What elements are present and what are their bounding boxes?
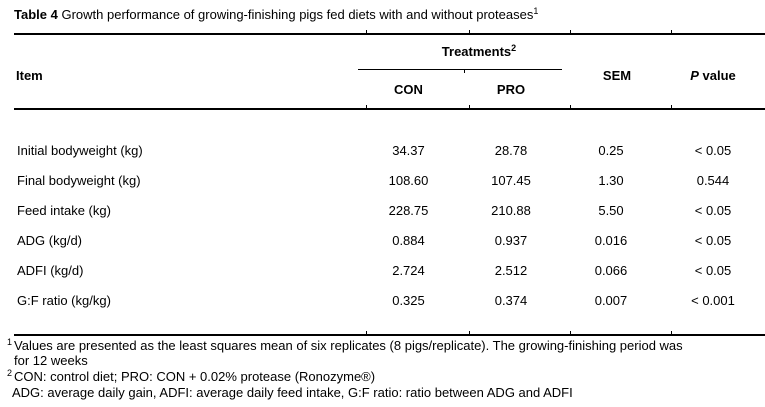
column-header-sem: SEM [602,67,632,83]
footnote-2: 2 CON: control diet; PRO: CON + 0.02% pro… [7,367,761,384]
caption-footnote-mark: 1 [533,5,539,16]
row-item-label: G:F ratio (kg/kg) [17,292,111,308]
footnote-abbreviations: ADG: average daily gain, ADFI: average d… [12,385,573,400]
table-top-rule [14,33,765,35]
cell-p-value: < 0.05 [694,262,732,278]
treatments-label-wrap: Treatments2 [441,42,518,59]
treatments-footnote-mark: 2 [511,42,517,53]
cell-pro: 0.937 [494,232,528,248]
cell-pro: 2.512 [494,262,528,278]
p-value-rest: value [702,67,736,83]
column-tick [469,105,470,108]
cell-p-value: < 0.05 [694,202,732,218]
cell-sem: 0.25 [598,142,624,158]
table-row: Final bodyweight (kg) 108.60 107.45 1.30… [14,165,765,195]
p-value-label-wrap: P value [690,68,736,83]
cell-p-value: < 0.05 [694,142,732,158]
cell-p-value: < 0.05 [694,232,732,248]
column-tick [366,105,367,108]
column-tick [366,30,367,33]
table-row: Feed intake (kg) 228.75 210.88 5.50 < 0.… [14,195,765,225]
table-row: ADFI (kg/d) 2.724 2.512 0.066 < 0.05 [14,255,765,285]
table-bottom-rule [14,334,765,336]
table-caption: Table 4 Growth performance of growing-fi… [14,5,540,22]
treatments-group-header: Treatments2 [356,35,562,68]
cell-pro: 107.45 [491,172,531,188]
cell-pro: 210.88 [491,202,531,218]
column-header-item: Item [16,67,43,83]
column-header-con: CON [394,81,423,97]
cell-pro: 0.374 [494,292,528,308]
cell-sem: 1.30 [598,172,624,188]
row-item-label: Initial bodyweight (kg) [17,142,143,158]
caption-text: Growth performance of growing-finishing … [61,7,534,22]
table-body: Initial bodyweight (kg) 34.37 28.78 0.25… [14,135,765,315]
column-tick [570,30,571,33]
p-value-italic-p: P [690,67,699,83]
column-tick [671,105,672,108]
caption-label: Table 4 [14,7,58,22]
footnote-1-mark: 1 [7,336,13,347]
treatments-underline [358,69,562,70]
footnote-1-continuation: for 12 weeks [14,353,88,368]
row-item-label: ADFI (kg/d) [17,262,84,278]
row-item-label: Final bodyweight (kg) [17,172,141,188]
column-tick [570,105,571,108]
header-bottom-rule [14,108,765,110]
table-row: ADG (kg/d) 0.884 0.937 0.016 < 0.05 [14,225,765,255]
column-tick [570,331,571,334]
row-item-label: Feed intake (kg) [17,202,111,218]
cell-sem: 5.50 [598,202,624,218]
cell-p-value: 0.544 [696,172,730,188]
footnote-2-mark: 2 [7,367,13,378]
cell-con: 108.60 [388,172,429,188]
cell-con: 0.325 [392,292,425,308]
column-header-p-value: P value [661,35,765,108]
cell-con: 0.884 [392,232,425,248]
treatments-label: Treatments [441,44,512,59]
table-row: G:F ratio (kg/kg) 0.325 0.374 0.007 < 0.… [14,285,765,315]
footnote-2-text: CON: control diet; PRO: CON + 0.02% prot… [14,369,376,384]
footnote-1-text: Values are presented as the least square… [14,338,683,353]
column-header-pro: PRO [496,81,526,97]
cell-p-value: < 0.001 [691,292,735,308]
column-tick [671,30,672,33]
column-tick [366,331,367,334]
column-tick [469,30,470,33]
cell-con: 228.75 [388,202,429,218]
footnote-1: 1 Values are presented as the least squar… [7,336,761,353]
column-tick [469,331,470,334]
cell-con: 2.724 [392,262,425,278]
footnotes: 1 Values are presented as the least squar… [7,336,761,400]
cell-sem: 0.066 [594,262,628,278]
cell-sem: 0.007 [594,292,628,308]
cell-con: 34.37 [392,142,425,158]
row-item-label: ADG (kg/d) [17,232,83,248]
cell-pro: 28.78 [494,142,528,158]
table-row: Initial bodyweight (kg) 34.37 28.78 0.25… [14,135,765,165]
column-tick [671,331,672,334]
growth-performance-table: Item Treatments2 CON PRO SEM P value Ini… [14,30,765,336]
column-tick [464,70,465,73]
cell-sem: 0.016 [594,232,628,248]
